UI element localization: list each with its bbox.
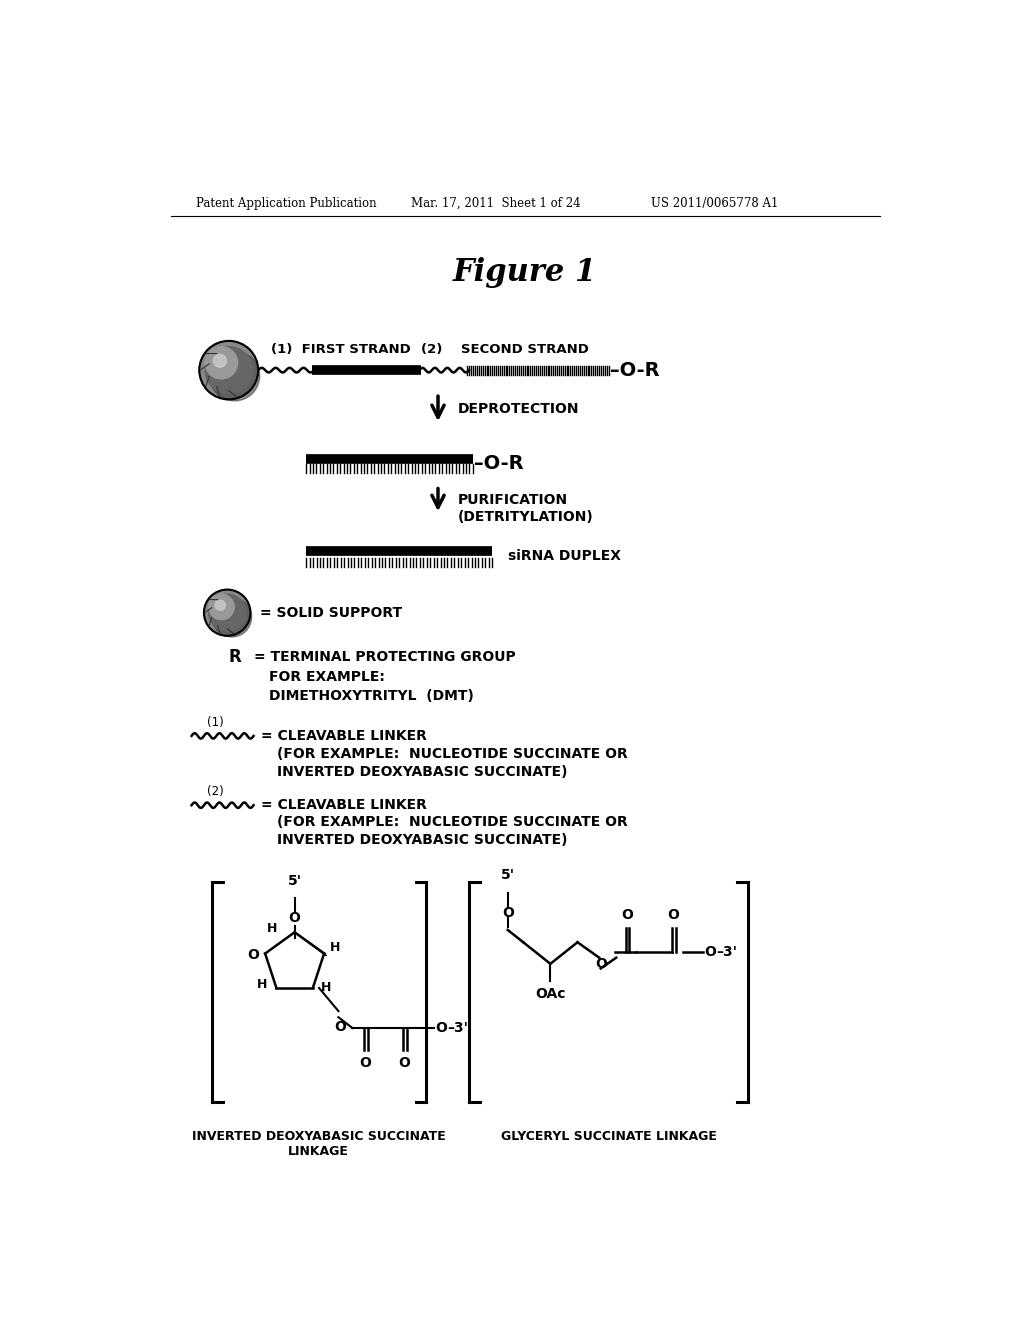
Text: = SOLID SUPPORT: = SOLID SUPPORT [260,606,401,619]
Text: FOR EXAMPLE:: FOR EXAMPLE: [269,671,385,684]
Text: –3': –3' [716,945,737,958]
Text: siRNA DUPLEX: siRNA DUPLEX [508,549,621,564]
Circle shape [205,347,252,393]
Circle shape [200,341,258,400]
Text: Patent Application Publication: Patent Application Publication [197,197,377,210]
Text: PURIFICATION
(DETRITYLATION): PURIFICATION (DETRITYLATION) [458,494,593,524]
Text: O: O [334,1020,346,1035]
Text: –O-R: –O-R [610,360,659,380]
Text: O: O [668,908,680,923]
Text: O: O [622,908,633,923]
Text: INVERTED DEOXYABASIC SUCCINATE
LINKAGE: INVERTED DEOXYABASIC SUCCINATE LINKAGE [191,1130,445,1158]
Circle shape [209,594,246,631]
Text: (1)  FIRST STRAND: (1) FIRST STRAND [271,343,411,356]
Text: 5': 5' [501,869,515,882]
Text: (2)    SECOND STRAND: (2) SECOND STRAND [421,343,589,356]
Circle shape [209,594,234,619]
Text: = CLEAVABLE LINKER: = CLEAVABLE LINKER [261,799,427,812]
Text: (FOR EXAMPLE:  NUCLEOTIDE SUCCINATE OR: (FOR EXAMPLE: NUCLEOTIDE SUCCINATE OR [276,747,628,762]
Text: O: O [595,957,606,970]
Text: O: O [398,1056,411,1069]
Text: US 2011/0065778 A1: US 2011/0065778 A1 [651,197,778,210]
Circle shape [212,598,252,638]
Text: Figure 1: Figure 1 [453,257,597,288]
Circle shape [210,351,260,401]
Text: –O-R: –O-R [474,454,524,473]
Polygon shape [295,932,327,956]
Text: H: H [331,941,341,954]
Text: INVERTED DEOXYABASIC SUCCINATE): INVERTED DEOXYABASIC SUCCINATE) [276,833,567,847]
Text: Mar. 17, 2011  Sheet 1 of 24: Mar. 17, 2011 Sheet 1 of 24 [411,197,581,210]
Text: OAc: OAc [536,987,565,1001]
Text: –3': –3' [446,1020,468,1035]
Text: H: H [321,982,331,994]
Text: O: O [247,948,259,962]
Text: (FOR EXAMPLE:  NUCLEOTIDE SUCCINATE OR: (FOR EXAMPLE: NUCLEOTIDE SUCCINATE OR [276,816,628,829]
Circle shape [213,354,226,367]
Text: R: R [228,648,242,667]
Circle shape [204,590,251,636]
Text: O: O [435,1020,447,1035]
Text: = CLEAVABLE LINKER: = CLEAVABLE LINKER [261,729,427,743]
Text: DIMETHOXYTRITYL  (DMT): DIMETHOXYTRITYL (DMT) [269,689,474,702]
Text: H: H [267,921,278,935]
Text: O: O [289,911,301,925]
Text: O: O [359,1056,372,1069]
Text: O: O [502,906,514,920]
Text: = TERMINAL PROTECTING GROUP: = TERMINAL PROTECTING GROUP [254,651,515,664]
Circle shape [205,347,238,379]
Text: GLYCERYL SUCCINATE LINKAGE: GLYCERYL SUCCINATE LINKAGE [501,1130,717,1143]
Text: (1): (1) [207,715,224,729]
Circle shape [215,601,225,610]
Text: DEPROTECTION: DEPROTECTION [458,401,579,416]
Text: 5': 5' [288,874,302,887]
Text: INVERTED DEOXYABASIC SUCCINATE): INVERTED DEOXYABASIC SUCCINATE) [276,766,567,779]
Text: O: O [705,945,717,958]
Text: (2): (2) [207,785,224,797]
Text: H: H [257,978,267,990]
